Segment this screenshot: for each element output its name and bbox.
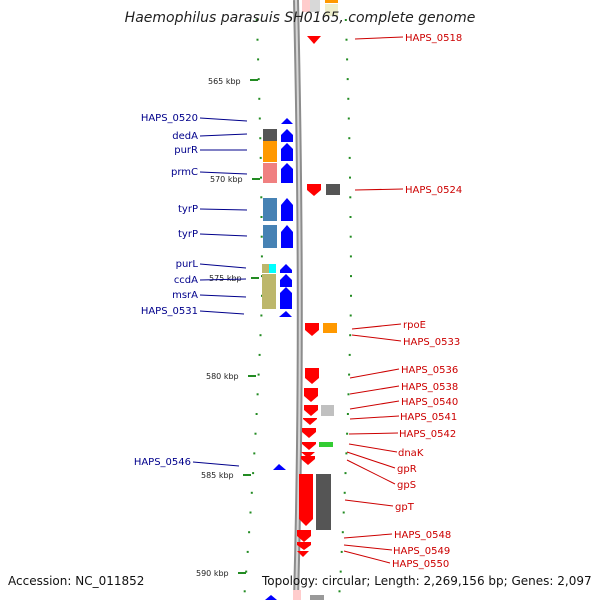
left-annotation-boxes — [262, 129, 277, 309]
gene-glyph — [302, 442, 316, 450]
gene-label: HAPS_0550 — [392, 559, 449, 570]
gene-glyph — [281, 225, 293, 248]
right-gene-glyphs — [297, 36, 321, 557]
gene-glyph — [280, 274, 292, 287]
gene-label: HAPS_0518 — [405, 33, 462, 44]
gene-label: rpoE — [403, 320, 426, 331]
gene-label: gpR — [397, 464, 417, 475]
map-title: Haemophilus parasuis SH0165, complete ge… — [124, 10, 476, 26]
scale-ticks — [243, 19, 352, 593]
gene-label: ccdA — [174, 275, 198, 286]
annotation-box — [302, 0, 310, 12]
gene-label: HAPS_0542 — [399, 429, 456, 440]
scale-label: 565 kbp — [208, 77, 241, 86]
gene-glyph — [281, 118, 293, 124]
annotation-box — [263, 198, 277, 221]
right-leader-lines — [343, 36, 404, 564]
gene-glyph — [307, 36, 321, 44]
topology-text: Topology: circular; Length: 2,269,156 bp… — [262, 574, 592, 588]
gene-glyph — [297, 551, 309, 557]
gene-label: HAPS_0540 — [401, 397, 458, 408]
gene-glyph — [305, 323, 319, 336]
scale-labels: 565 kbp 570 kbp 575 kbp 580 kbp 585 kbp … — [196, 77, 243, 578]
gene-label: HAPS_0531 — [141, 306, 198, 317]
left-leader-lines — [192, 117, 248, 467]
gene-glyph — [301, 456, 315, 465]
gene-glyph — [304, 388, 318, 402]
gene-glyph — [303, 418, 317, 425]
gene-glyph — [299, 474, 313, 526]
right-gene-labels: HAPS_0518 HAPS_0524 rpoE HAPS_0533 HAPS_… — [392, 33, 462, 570]
annotation-box — [263, 129, 277, 141]
gene-glyph — [304, 405, 318, 416]
gene-glyph — [302, 428, 316, 438]
genome-backbone-highlight — [295, 0, 301, 600]
accession-text: Accession: NC_011852 — [8, 574, 145, 588]
gene-label: dedA — [172, 131, 198, 142]
gene-glyph — [281, 163, 293, 183]
left-gene-glyphs — [265, 118, 293, 600]
gene-label: HAPS_0538 — [401, 382, 458, 393]
gene-label: HAPS_0549 — [393, 546, 450, 557]
gene-glyph — [307, 184, 321, 196]
annotation-box — [325, 4, 338, 16]
gene-label: HAPS_0533 — [403, 337, 460, 348]
annotation-box — [263, 163, 277, 183]
gene-glyph — [281, 129, 293, 142]
scale-label: 590 kbp — [196, 569, 229, 578]
scale-label: 575 kbp — [209, 274, 242, 283]
scale-major-ticks — [238, 79, 260, 574]
annotation-box — [316, 474, 331, 530]
annotation-box — [326, 184, 340, 195]
right-annotation-boxes — [293, 0, 340, 600]
gene-glyph — [265, 595, 277, 600]
annotation-box — [263, 141, 277, 162]
gene-label: HAPS_0520 — [141, 113, 198, 124]
gene-glyph — [279, 311, 292, 317]
gene-label: HAPS_0524 — [405, 185, 462, 196]
gene-label: tyrP — [178, 229, 198, 240]
annotation-box — [263, 225, 277, 248]
annotation-box — [321, 405, 334, 416]
annotation-box — [319, 442, 333, 447]
gene-label: msrA — [172, 290, 198, 301]
annotation-box — [325, 0, 338, 3]
left-gene-labels: HAPS_0520 dedA purR prmC tyrP tyrP purL … — [134, 113, 199, 468]
gene-label: prmC — [171, 167, 198, 178]
gene-glyph — [297, 530, 311, 542]
gene-label: purR — [174, 145, 198, 156]
annotation-box — [262, 264, 269, 273]
gene-glyph — [280, 264, 292, 273]
scale-label: 570 kbp — [210, 175, 243, 184]
gene-label: gpS — [397, 480, 416, 491]
annotation-box — [310, 595, 324, 600]
gene-label: dnaK — [398, 448, 424, 459]
annotation-box — [269, 264, 276, 273]
annotation-box — [262, 274, 276, 309]
annotation-box — [323, 323, 337, 333]
gene-label: tyrP — [178, 204, 198, 215]
gene-glyph — [297, 542, 311, 550]
gene-label: gpT — [395, 502, 415, 513]
annotation-box — [310, 0, 320, 12]
scale-label: 580 kbp — [206, 372, 239, 381]
gene-label: HAPS_0536 — [401, 365, 458, 376]
gene-label: HAPS_0541 — [400, 412, 457, 423]
gene-glyph — [281, 198, 293, 221]
gene-glyph — [301, 452, 315, 458]
gene-label: HAPS_0548 — [394, 530, 451, 541]
gene-glyph — [305, 368, 319, 384]
gene-glyph — [273, 464, 286, 470]
gene-glyph — [280, 287, 292, 309]
annotation-box — [293, 590, 301, 600]
gene-glyph — [281, 143, 293, 161]
scale-label: 585 kbp — [201, 471, 234, 480]
gene-label: purL — [176, 259, 199, 270]
gene-label: HAPS_0546 — [134, 457, 191, 468]
